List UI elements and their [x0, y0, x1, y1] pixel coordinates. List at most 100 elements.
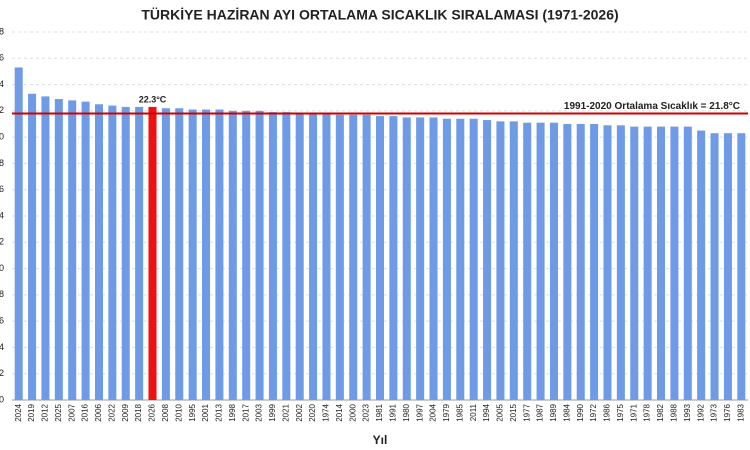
bar: [322, 113, 331, 400]
x-tick-label: 2017: [241, 403, 250, 421]
y-tick-label: 28: [0, 26, 4, 36]
y-tick-label: 12: [0, 237, 4, 247]
bar: [630, 126, 639, 400]
x-tick-label: 1973: [710, 403, 719, 421]
bar: [670, 126, 679, 400]
bar: [41, 96, 50, 401]
bar: [202, 109, 211, 401]
x-tick-label: 1981: [375, 403, 384, 421]
x-tick-label: 2010: [174, 403, 183, 421]
x-tick-label: 1979: [442, 403, 451, 421]
x-tick-label: 2009: [121, 403, 130, 421]
x-tick-label: 1990: [576, 403, 585, 421]
bar: [683, 126, 692, 400]
x-tick-label: 1972: [589, 403, 598, 421]
y-tick-label: 20: [0, 132, 4, 142]
bar: [295, 113, 304, 400]
bar: [496, 121, 505, 400]
bar: [228, 110, 237, 400]
x-tick-label: 2000: [348, 403, 357, 421]
x-tick-label: 2020: [308, 403, 317, 421]
bar: [242, 110, 251, 400]
bar: [148, 106, 157, 401]
y-tick-label: 22: [0, 105, 4, 115]
y-tick-label: 4: [0, 342, 4, 352]
bar: [643, 126, 652, 400]
bar: [442, 118, 451, 400]
bar: [549, 122, 558, 400]
x-tick-label: 2008: [161, 403, 170, 421]
bar: [108, 105, 117, 400]
x-tick-label: 2006: [94, 403, 103, 421]
x-tick-label: 1980: [402, 403, 411, 421]
bar: [563, 124, 572, 400]
x-tick-label: 1986: [603, 403, 612, 421]
bar: [14, 67, 23, 400]
x-tick-label: 1987: [536, 403, 545, 421]
x-tick-label: 2015: [509, 403, 518, 421]
x-tick-label: 1982: [656, 403, 665, 421]
bar: [603, 125, 612, 401]
x-tick-label: 2016: [81, 403, 90, 421]
x-tick-label: 2007: [67, 403, 76, 421]
bar: [737, 133, 746, 400]
x-tick-label: 2013: [215, 403, 224, 421]
bar: [657, 126, 666, 400]
x-tick-label: 1983: [736, 403, 745, 421]
reference-label: 1991-2020 Ortalama Sıcaklık = 21.8°C: [564, 101, 740, 112]
bar: [309, 113, 318, 400]
bar: [161, 108, 170, 400]
bar: [335, 114, 344, 401]
x-tick-label: 1991: [388, 403, 397, 421]
x-axis-label: Yıl: [373, 433, 388, 447]
x-tick-label: 2023: [362, 403, 371, 421]
y-tick-label: 10: [0, 263, 4, 273]
x-tick-label: 1985: [455, 403, 464, 421]
bar: [255, 110, 264, 400]
bar: [362, 114, 371, 401]
bar: [121, 106, 130, 401]
bar: [469, 118, 478, 400]
bar: [94, 104, 103, 401]
x-tick-label: 2012: [41, 403, 50, 421]
x-tick-label: 2022: [107, 403, 116, 421]
x-tick-label: 2024: [14, 403, 23, 421]
x-tick-label: 2011: [469, 403, 478, 421]
bar: [710, 133, 719, 400]
x-tick-label: 2002: [295, 403, 304, 421]
bar: [697, 130, 706, 401]
x-tick-label: 2005: [496, 403, 505, 421]
bar: [375, 116, 385, 400]
bar: [509, 121, 518, 400]
bar: [402, 117, 411, 400]
x-tick-label: 1997: [415, 403, 424, 421]
x-tick-label: 1999: [268, 403, 277, 421]
bar: [81, 101, 90, 401]
y-tick-label: 26: [0, 53, 4, 63]
bar: [456, 118, 465, 400]
x-tick-label: 2019: [27, 403, 36, 421]
x-tick-label: 1975: [616, 403, 625, 421]
x-tick-label: 2021: [281, 403, 290, 421]
x-tick-label: 1992: [696, 403, 705, 421]
x-tick-label: 1998: [228, 403, 237, 421]
bar: [536, 122, 545, 400]
x-tick-label: 2025: [54, 403, 63, 421]
x-tick-label: 1974: [322, 403, 331, 421]
x-tick-label: 1988: [670, 403, 679, 421]
x-tick-label: 1989: [549, 403, 558, 421]
x-tick-label: 1977: [522, 403, 531, 421]
bar: [175, 108, 184, 400]
bar: [349, 114, 358, 401]
bar: [54, 99, 63, 401]
x-tick-label: 1994: [482, 403, 491, 421]
bar: [523, 122, 532, 400]
bar: [215, 109, 224, 401]
y-tick-label: 18: [0, 158, 4, 168]
bar: [576, 124, 585, 400]
x-tick-label: 1993: [683, 403, 692, 421]
bar: [616, 125, 625, 401]
x-tick-label: 2018: [134, 403, 143, 421]
